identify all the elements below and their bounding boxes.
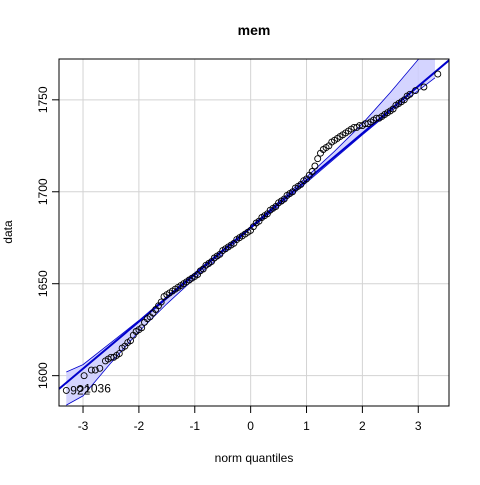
y-tick-label: 1700	[36, 178, 50, 205]
x-axis: -3 -2 -1 0 1 2 3	[78, 405, 422, 433]
y-axis-label: data	[1, 220, 15, 244]
data-point	[91, 366, 99, 374]
x-axis-label: norm quantiles	[215, 451, 294, 465]
data-point	[96, 364, 104, 372]
data-point	[412, 87, 419, 95]
x-tick-label: 1	[303, 419, 310, 433]
data-point	[62, 386, 70, 394]
data-point	[157, 298, 165, 306]
data-points	[62, 70, 442, 394]
point-label: 922	[70, 383, 90, 397]
chart-title: mem	[238, 22, 271, 38]
point-label: 1036	[84, 382, 111, 396]
x-tick-label: -3	[78, 419, 89, 433]
data-point	[311, 162, 319, 170]
data-point	[80, 372, 88, 380]
y-tick-label: 1650	[36, 270, 50, 297]
envelope-fill	[66, 59, 435, 406]
x-tick-label: 2	[359, 419, 366, 433]
data-point	[127, 337, 134, 345]
data-point	[76, 385, 84, 392]
data-point	[314, 155, 322, 163]
data-point	[115, 350, 123, 358]
data-point	[308, 168, 316, 175]
data-point	[87, 366, 95, 374]
data-point	[406, 90, 414, 98]
x-tick-label: -2	[134, 419, 145, 433]
y-tick-label: 1600	[36, 362, 50, 389]
data-point	[434, 70, 442, 78]
data-point	[420, 83, 428, 91]
x-tick-label: 0	[247, 419, 254, 433]
x-tick-label: 3	[415, 419, 422, 433]
data-point	[138, 324, 146, 332]
y-tick-label: 1750	[36, 86, 50, 113]
y-axis: 1600 1650 1700 1750	[36, 86, 60, 389]
x-tick-label: -1	[189, 419, 200, 433]
